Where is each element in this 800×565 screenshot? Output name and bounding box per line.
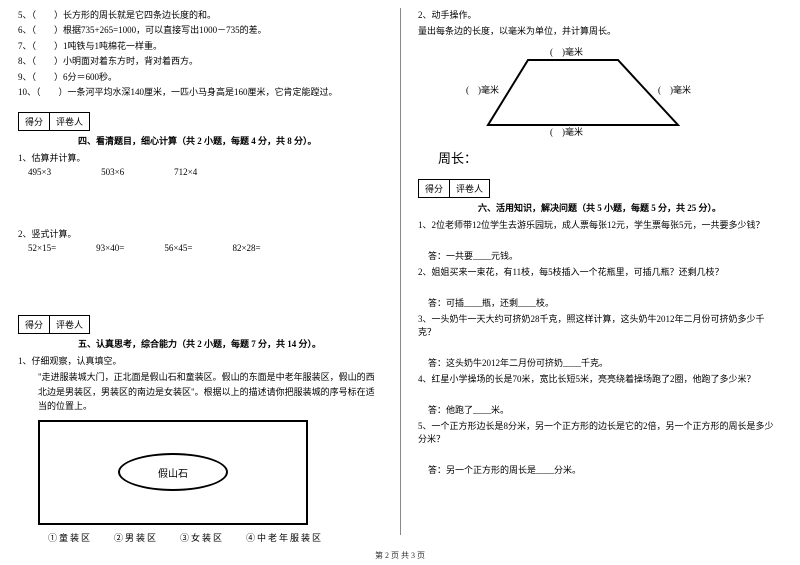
- q5: 5、（ ）长方形的周长就是它四条边长度的和。: [18, 8, 382, 22]
- marker-label: 评卷人: [450, 180, 489, 197]
- s4-row2: 52×15= 93×40= 56×45= 82×28=: [28, 243, 382, 253]
- section-4-title: 四、看清题目，细心计算（共 2 小题，每题 4 分，共 8 分）。: [78, 134, 382, 147]
- a6-5: 答：另一个正方形的周长是____分米。: [428, 463, 782, 476]
- marker-label: 评卷人: [50, 113, 89, 130]
- calc-item: 52×15=: [28, 243, 56, 253]
- clothing-diagram: 假山石: [38, 420, 308, 525]
- s5-q1: 1、仔细观察，认真填空。: [18, 354, 382, 367]
- calc-item: 503×6: [101, 167, 124, 177]
- s5-q2: 2、动手操作。: [418, 8, 782, 21]
- s4-q1: 1、估算并计算。: [18, 151, 382, 164]
- trapezoid-figure: ( )毫米 ( )毫米 ( )毫米 ( )毫米: [468, 45, 698, 140]
- q6-2: 2、姐姐买来一束花，有11枝，每5枝插入一个花瓶里，可插几瓶？还剩几枝？: [418, 265, 782, 278]
- right-column: 2、动手操作。 量出每条边的长度，以毫米为单位，并计算周长。 ( )毫米 ( )…: [400, 0, 800, 565]
- score-label: 得分: [419, 180, 450, 197]
- calc-item: 712×4: [174, 167, 197, 177]
- mm-bottom: ( )毫米: [550, 125, 583, 138]
- q10: 10、（ ）一条河平均水深140厘米，一匹小马身高是160厘米，它肯定能蹚过。: [18, 85, 382, 99]
- mm-top: ( )毫米: [550, 45, 583, 58]
- score-box-4: 得分 评卷人: [18, 112, 90, 131]
- score-label: 得分: [19, 113, 50, 130]
- s4-row1: 495×3 503×6 712×4: [28, 167, 382, 177]
- section-5-title: 五、认真思考，综合能力（共 2 小题，每题 7 分，共 14 分）。: [78, 337, 382, 350]
- page-footer: 第 2 页 共 3 页: [0, 550, 800, 561]
- a6-4: 答：他跑了____米。: [428, 403, 782, 416]
- calc-item: 82×28=: [232, 243, 260, 253]
- mm-right: ( )毫米: [658, 83, 691, 96]
- trapezoid-path: [488, 60, 678, 125]
- q6: 6、（ ）根据735+265=1000，可以直接写出1000－735的差。: [18, 23, 382, 37]
- a6-3: 答：这头奶牛2012年二月份可挤奶____千克。: [428, 356, 782, 369]
- s5-p1: "走进服装城大门，正北面是假山石和童装区。假山的东面是中老年服装区，假山的西北边…: [38, 370, 382, 413]
- score-label: 得分: [19, 316, 50, 333]
- q6-3: 3、一头奶牛一天大约可挤奶28千克，照这样计算，这头奶牛2012年二月份可挤奶多…: [418, 312, 782, 338]
- section-6-title: 六、活用知识，解决问题（共 5 小题，每题 5 分，共 25 分）。: [478, 201, 782, 214]
- a6-1: 答：一共要____元钱。: [428, 249, 782, 262]
- score-box-6: 得分 评卷人: [418, 179, 490, 198]
- q9: 9、（ ）6分＝600秒。: [18, 70, 382, 84]
- mm-left: ( )毫米: [466, 83, 499, 96]
- q8: 8、（ ）小明面对着东方时，背对着西方。: [18, 54, 382, 68]
- calc-item: 495×3: [28, 167, 51, 177]
- left-column: 5、（ ）长方形的周长就是它四条边长度的和。 6、（ ）根据735+265=10…: [0, 0, 400, 565]
- score-box-5: 得分 评卷人: [18, 315, 90, 334]
- q6-5: 5、一个正方形边长是8分米，另一个正方形的边长是它的2倍，另一个正方形的周长是多…: [418, 419, 782, 445]
- s5-p2: 量出每条边的长度，以毫米为单位，并计算周长。: [418, 24, 782, 37]
- s4-q2: 2、竖式计算。: [18, 227, 382, 240]
- rockery-oval: 假山石: [118, 453, 228, 491]
- q6-1: 1、2位老师带12位学生去游乐园玩，成人票每张12元，学生票每张5元，一共要多少…: [418, 218, 782, 231]
- a6-2: 答：可插____瓶，还剩____枝。: [428, 296, 782, 309]
- perimeter-label: 周长：: [438, 148, 782, 167]
- q6-4: 4、红星小学操场的长是70米，宽比长短5米，亮亮绕着操场跑了2圈，他跑了多少米？: [418, 372, 782, 385]
- marker-label: 评卷人: [50, 316, 89, 333]
- calc-item: 93×40=: [96, 243, 124, 253]
- q7: 7、（ ）1吨铁与1吨棉花一样重。: [18, 39, 382, 53]
- calc-item: 56×45=: [164, 243, 192, 253]
- choices: ①童装区 ②男装区 ③女装区 ④中老年服装区: [48, 531, 382, 544]
